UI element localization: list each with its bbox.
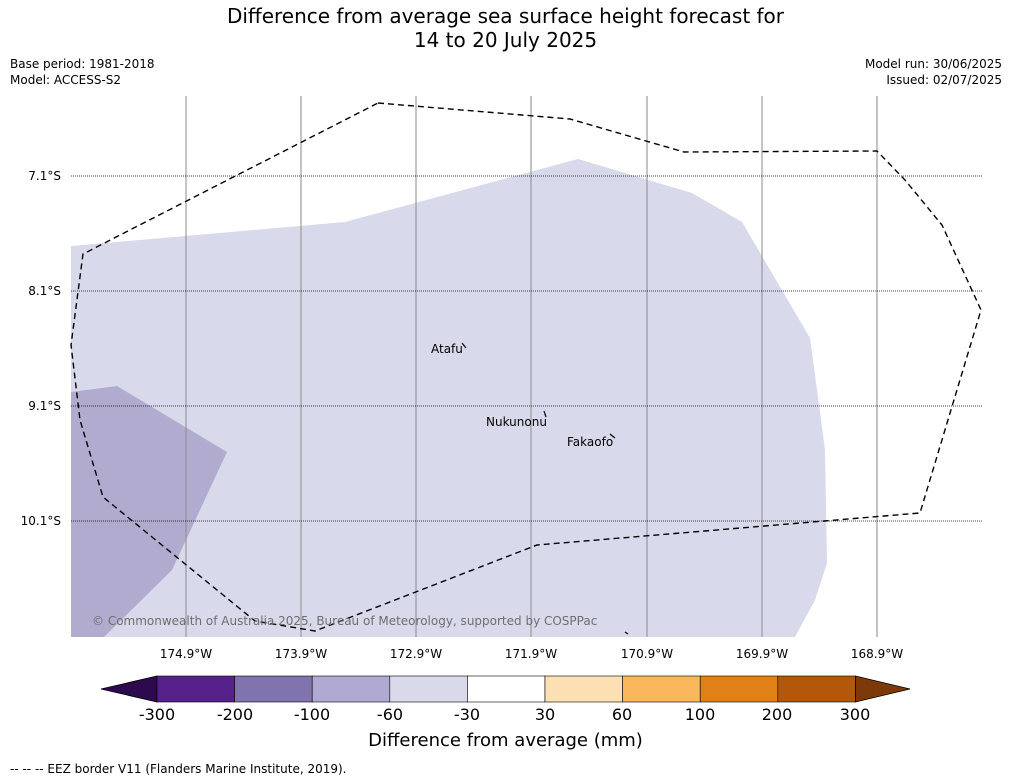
- meta-left: Base period: 1981-2018 Model: ACCESS-S2: [10, 56, 155, 88]
- fill-area-southwest: [71, 386, 227, 637]
- colorbar-extend-high: [855, 675, 911, 703]
- island-marks: [461, 342, 629, 635]
- lat-label-7-1: 7.1°S: [28, 169, 61, 183]
- title-line-2: 14 to 20 July 2025: [413, 28, 598, 52]
- eez-border: [70, 102, 982, 632]
- colorbar-tick: 60: [611, 705, 633, 724]
- colorbar-tick: -300: [138, 705, 176, 724]
- copyright-notice: © Commonwealth of Australia 2025, Bureau…: [92, 614, 598, 628]
- colorbar-segment: [311, 675, 391, 703]
- colorbar: [100, 675, 911, 703]
- fill-area-main: [71, 159, 827, 637]
- map-title: Difference from average sea surface heig…: [0, 4, 1011, 52]
- colorbar-tick: -200: [216, 705, 254, 724]
- colorbar-segment: [389, 675, 468, 703]
- colorbar-segment: [234, 675, 313, 703]
- colorbar-segment: [544, 675, 623, 703]
- place-label-atafu: Atafu: [431, 342, 463, 356]
- colorbar-tick: -30: [453, 705, 481, 724]
- nukunonu-coast: [543, 410, 547, 418]
- fakaofo-coast: [609, 433, 616, 439]
- colorbar-tick: -100: [293, 705, 331, 724]
- meridian-lines: [185, 96, 878, 637]
- colorbar-extend-low: [100, 675, 158, 703]
- lat-label-8-1: 8.1°S: [28, 284, 61, 298]
- eez-footnote: -- -- -- EEZ border V11 (Flanders Marine…: [10, 762, 347, 776]
- lon-label-173-9: 173.9°W: [274, 647, 328, 661]
- place-label-fakaofo: Fakaofo: [567, 435, 614, 449]
- atafu-coast: [461, 342, 467, 349]
- small-islet: [624, 631, 629, 635]
- colorbar-tick: 100: [684, 705, 716, 724]
- model-run: Model run: 30/06/2025: [864, 57, 1002, 71]
- lat-label-10-1: 10.1°S: [20, 514, 61, 528]
- colorbar-title: Difference from average (mm): [368, 730, 643, 751]
- lon-label-174-9: 174.9°W: [159, 647, 213, 661]
- lon-label-168-9: 168.9°W: [850, 647, 904, 661]
- colorbar-segment: [777, 675, 856, 703]
- meta-right: Model run: 30/06/2025 Issued: 02/07/2025: [865, 56, 1002, 88]
- lon-label-172-9: 172.9°W: [389, 647, 443, 661]
- issued-date: Issued: 02/07/2025: [886, 73, 1002, 87]
- colorbar-tick: 30: [534, 705, 556, 724]
- colorbar-tick: -60: [376, 705, 404, 724]
- title-line-1: Difference from average sea surface heig…: [226, 4, 785, 28]
- lon-label-169-9: 169.9°W: [735, 647, 789, 661]
- place-label-nukunonu: Nukunonu: [486, 415, 547, 429]
- colorbar-segment: [622, 675, 701, 703]
- base-period: Base period: 1981-2018: [10, 57, 155, 71]
- colorbar-segment: [699, 675, 779, 703]
- colorbar-tick: 200: [761, 705, 793, 724]
- lat-label-9-1: 9.1°S: [28, 399, 61, 413]
- map-fill-layer: [71, 159, 827, 637]
- model-name: Model: ACCESS-S2: [10, 73, 122, 87]
- colorbar-segment: [467, 675, 546, 703]
- lon-label-170-9: 170.9°W: [620, 647, 674, 661]
- colorbar-segment: [156, 675, 235, 703]
- lon-label-171-9: 171.9°W: [504, 647, 558, 661]
- colorbar-tick: 300: [839, 705, 871, 724]
